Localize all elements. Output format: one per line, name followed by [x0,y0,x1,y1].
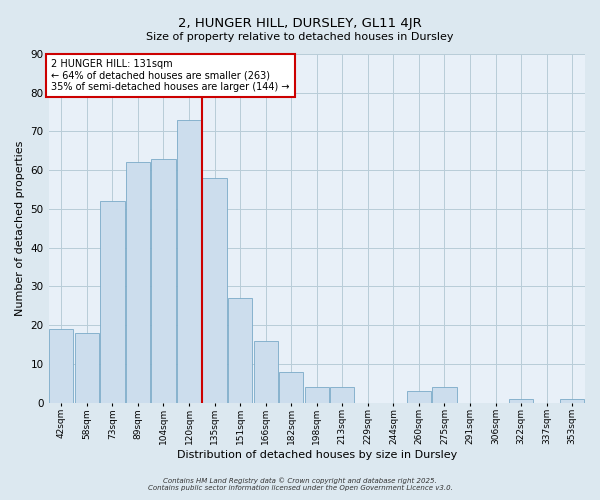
Bar [126,162,150,402]
Text: 2, HUNGER HILL, DURSLEY, GL11 4JR: 2, HUNGER HILL, DURSLEY, GL11 4JR [178,18,422,30]
Y-axis label: Number of detached properties: Number of detached properties [15,140,25,316]
Bar [407,391,431,402]
Bar [49,329,73,402]
Bar [75,333,99,402]
Bar [279,372,304,402]
X-axis label: Distribution of detached houses by size in Dursley: Distribution of detached houses by size … [176,450,457,460]
Bar [509,398,533,402]
Bar [330,387,355,402]
Bar [151,158,176,402]
Text: Size of property relative to detached houses in Dursley: Size of property relative to detached ho… [146,32,454,42]
Bar [100,201,125,402]
Bar [177,120,201,403]
Bar [433,387,457,402]
Text: Contains HM Land Registry data © Crown copyright and database right 2025.
Contai: Contains HM Land Registry data © Crown c… [148,477,452,491]
Bar [254,340,278,402]
Bar [228,298,252,403]
Bar [202,178,227,402]
Text: 2 HUNGER HILL: 131sqm
← 64% of detached houses are smaller (263)
35% of semi-det: 2 HUNGER HILL: 131sqm ← 64% of detached … [51,59,290,92]
Bar [560,398,584,402]
Bar [305,387,329,402]
